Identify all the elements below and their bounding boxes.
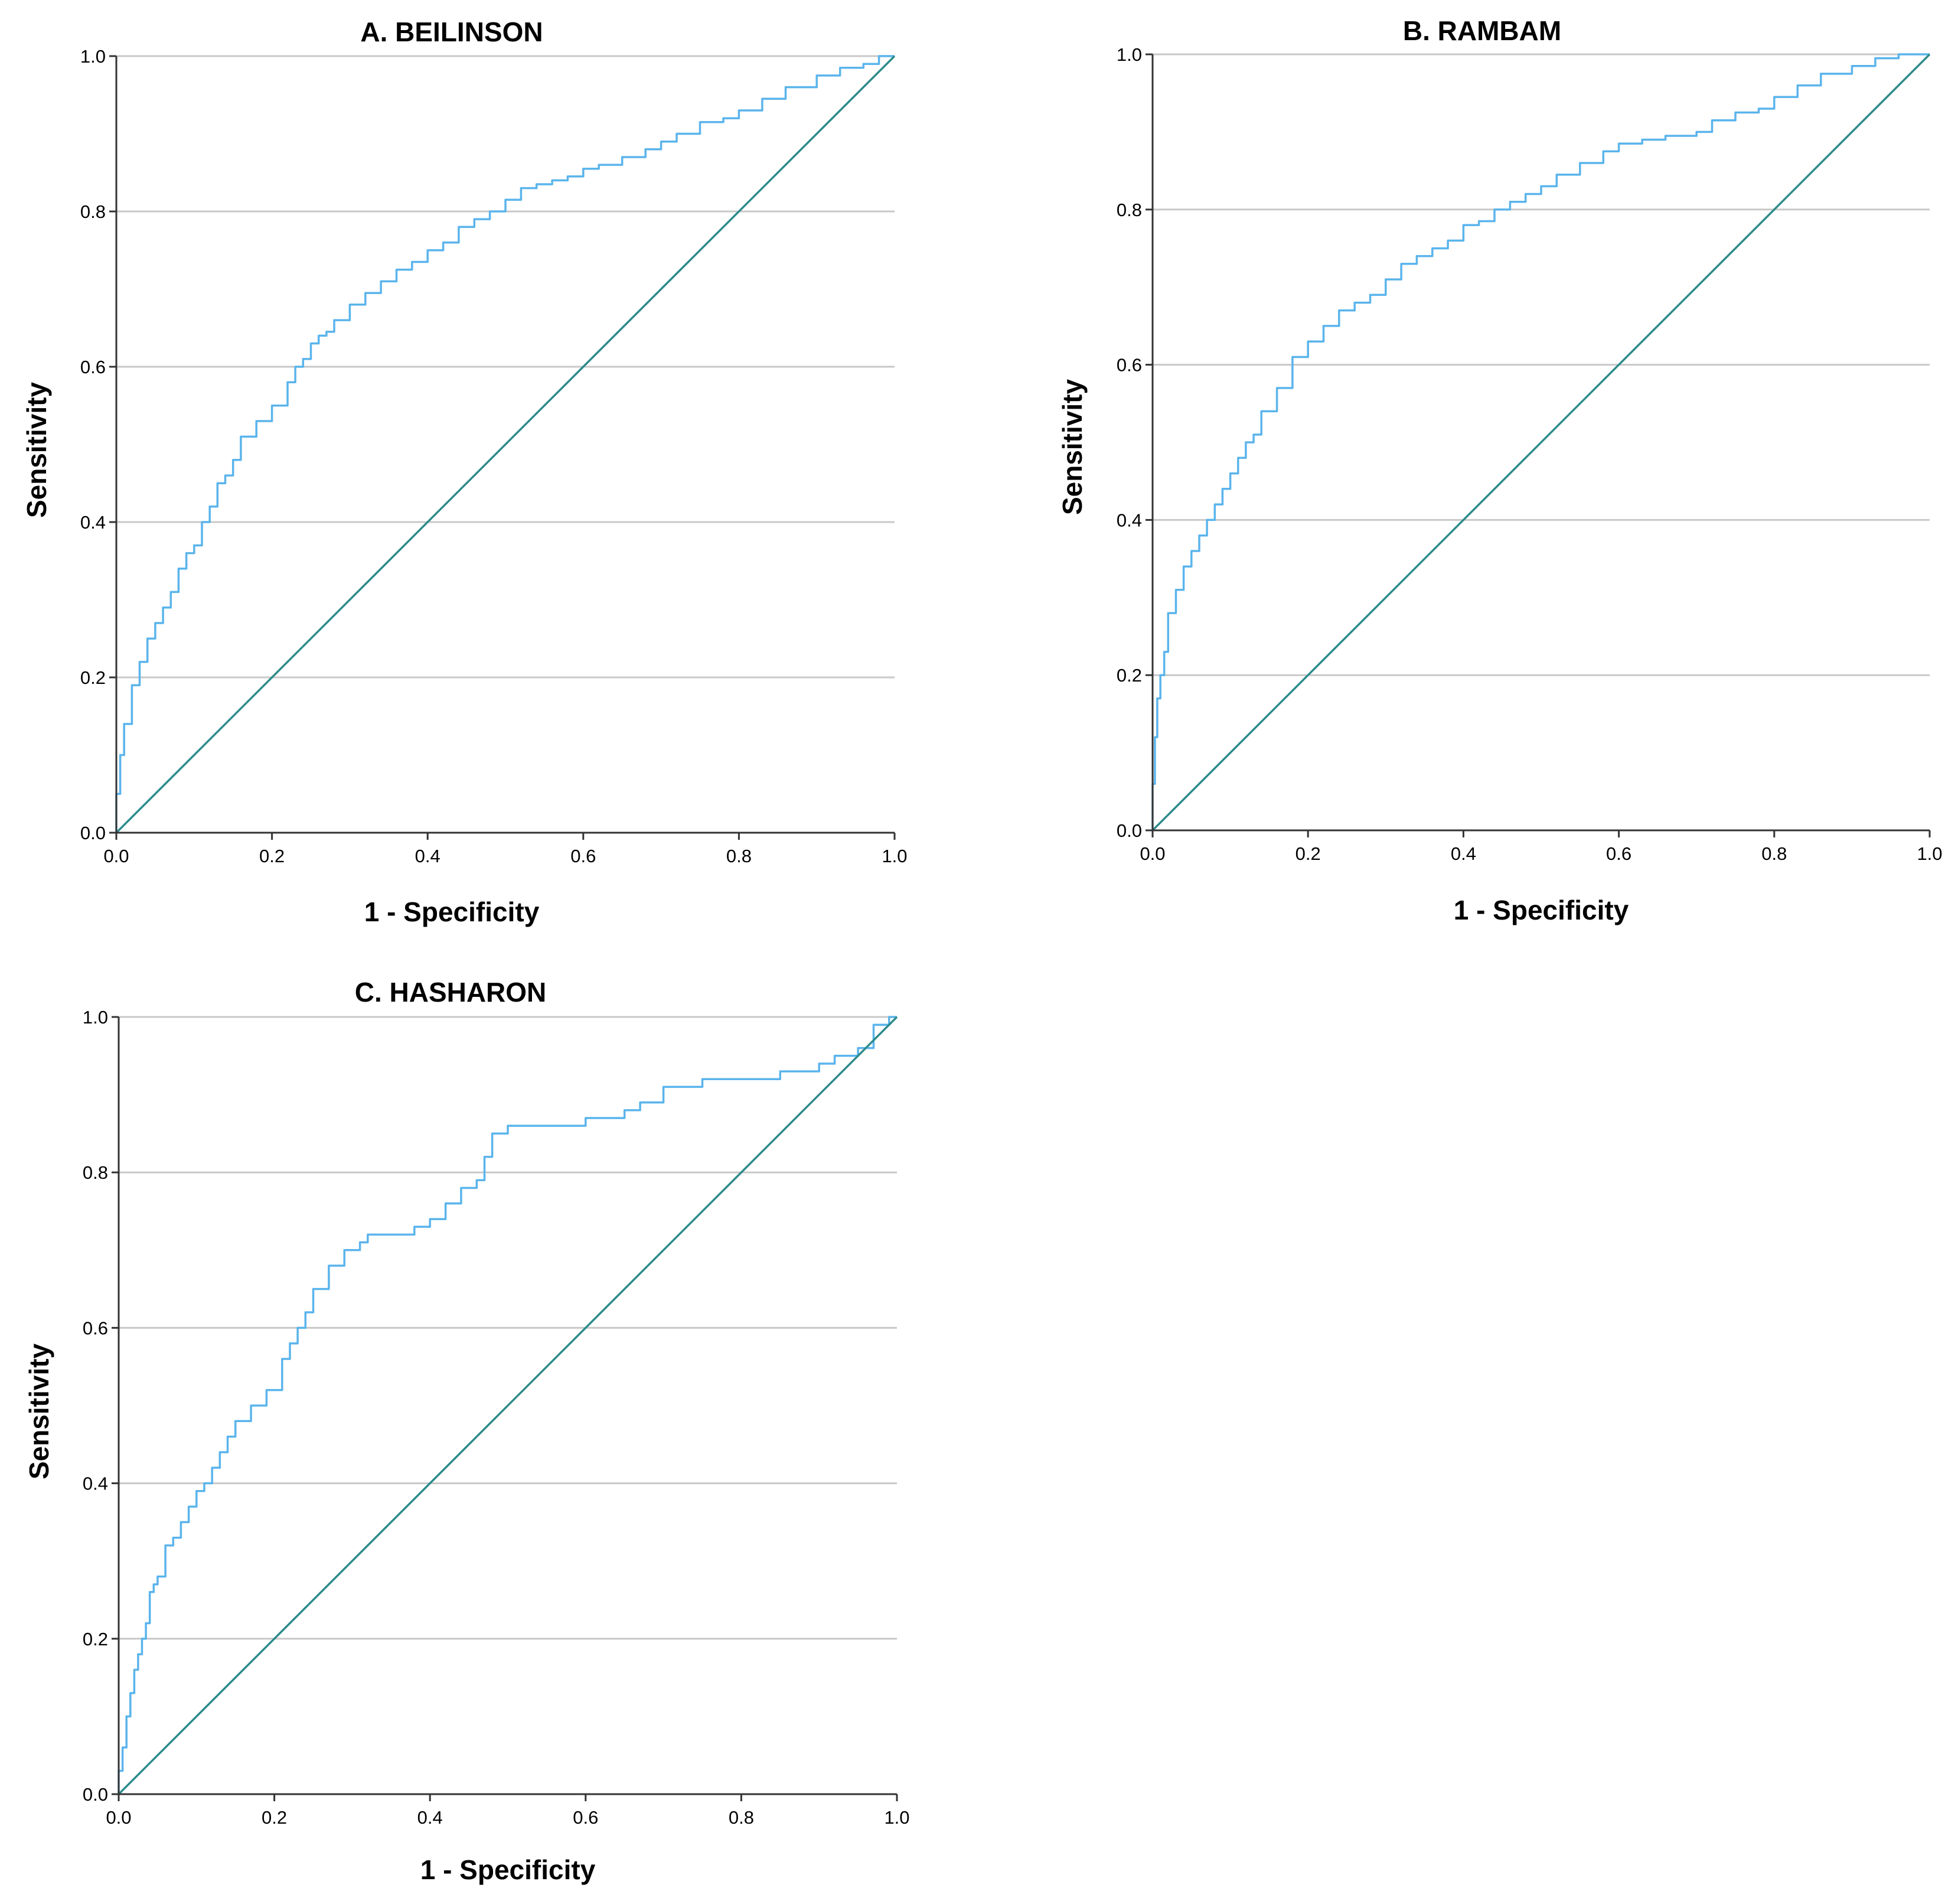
y-tick-label: 0.0 bbox=[1117, 820, 1142, 841]
y-axis-label: Sensitivity bbox=[1057, 379, 1088, 516]
x-tick-label: 0.4 bbox=[415, 846, 440, 866]
y-tick-label: 1.0 bbox=[80, 46, 106, 67]
y-tick-label: 0.6 bbox=[1117, 355, 1142, 376]
x-tick-labels: 0.0 0.2 0.4 0.6 0.8 1.0 bbox=[1140, 843, 1942, 864]
series-layer bbox=[118, 1016, 898, 1795]
y-tick-label: 0.4 bbox=[1117, 510, 1142, 530]
y-tick-label: 1.0 bbox=[1117, 44, 1142, 65]
x-tick-label: 0.8 bbox=[1761, 843, 1787, 864]
x-tick-label: 0.6 bbox=[570, 846, 596, 866]
x-axis-label: 1 - Specificity bbox=[420, 1854, 596, 1885]
x-tick-label: 0.4 bbox=[417, 1807, 443, 1828]
y-tick-label: 0.6 bbox=[80, 357, 106, 377]
y-tick-label: 0.8 bbox=[1117, 200, 1142, 220]
y-tick-label: 0.0 bbox=[80, 823, 106, 843]
reference-diagonal-line bbox=[115, 55, 896, 834]
x-tick-label: 1.0 bbox=[884, 1807, 909, 1828]
axes bbox=[109, 55, 896, 840]
x-tick-label: 0.0 bbox=[1140, 843, 1165, 864]
roc-curve-line bbox=[118, 1016, 897, 1794]
chart-panel-beilinson: A. BEILINSON 0.0 0.2 0.4 0.6 0.8 1.0 0.0… bbox=[21, 17, 908, 927]
x-tick-label: 0.4 bbox=[1451, 843, 1476, 864]
y-tick-label: 0.0 bbox=[83, 1784, 108, 1805]
grid-lines bbox=[119, 1016, 897, 1640]
y-tick-label: 0.2 bbox=[83, 1629, 108, 1649]
y-axis-label: Sensitivity bbox=[24, 1344, 54, 1480]
x-tick-label: 0.0 bbox=[103, 846, 129, 866]
chart-panel-hasharon: C. HASHARON 0.0 0.2 0.4 0.6 0.8 1.0 0.0 … bbox=[24, 977, 910, 1885]
x-tick-label: 0.6 bbox=[573, 1807, 598, 1828]
grid-lines bbox=[116, 55, 895, 679]
x-tick-label: 0.2 bbox=[259, 846, 285, 866]
y-tick-label: 0.8 bbox=[83, 1162, 108, 1183]
y-tick-label: 0.8 bbox=[80, 201, 106, 222]
x-tick-label: 1.0 bbox=[882, 846, 907, 866]
series-layer bbox=[115, 55, 896, 834]
chart-title: C. HASHARON bbox=[355, 977, 547, 1008]
x-tick-label: 0.2 bbox=[1295, 843, 1321, 864]
axes bbox=[112, 1016, 898, 1801]
y-tick-label: 0.2 bbox=[1117, 665, 1142, 686]
y-tick-labels: 0.0 0.2 0.4 0.6 0.8 1.0 bbox=[80, 46, 106, 843]
x-tick-label: 0.2 bbox=[262, 1807, 287, 1828]
x-axis-label: 1 - Specificity bbox=[1454, 895, 1629, 925]
x-axis-label: 1 - Specificity bbox=[364, 896, 540, 927]
chart-title: B. RAMBAM bbox=[1403, 15, 1561, 46]
grid-lines bbox=[1153, 53, 1930, 676]
x-tick-label: 0.8 bbox=[726, 846, 752, 866]
x-tick-label: 1.0 bbox=[1917, 843, 1942, 864]
reference-diagonal-line bbox=[118, 1016, 898, 1795]
y-axis-label: Sensitivity bbox=[21, 382, 52, 519]
y-tick-label: 0.6 bbox=[83, 1318, 108, 1338]
x-tick-labels: 0.0 0.2 0.4 0.6 0.8 1.0 bbox=[103, 846, 907, 866]
x-tick-label: 0.0 bbox=[106, 1807, 131, 1828]
y-tick-labels: 0.0 0.2 0.4 0.6 0.8 1.0 bbox=[83, 1007, 108, 1805]
y-tick-label: 0.2 bbox=[80, 667, 106, 688]
roc-curve-line bbox=[115, 55, 895, 833]
chart-panel-rambam: B. RAMBAM 0.0 0.2 0.4 0.6 0.8 1.0 0.0 0.… bbox=[1057, 15, 1943, 925]
x-tick-label: 0.6 bbox=[1606, 843, 1631, 864]
roc-curve-line bbox=[1151, 53, 1930, 830]
y-tick-labels: 0.0 0.2 0.4 0.6 0.8 1.0 bbox=[1117, 44, 1142, 841]
x-tick-label: 0.8 bbox=[729, 1807, 754, 1828]
y-tick-label: 0.4 bbox=[80, 512, 106, 533]
axes bbox=[1146, 53, 1931, 837]
chart-title: A. BEILINSON bbox=[360, 17, 543, 47]
x-tick-labels: 0.0 0.2 0.4 0.6 0.8 1.0 bbox=[106, 1807, 909, 1828]
series-layer bbox=[1151, 53, 1931, 832]
y-tick-label: 0.4 bbox=[83, 1473, 108, 1494]
y-tick-label: 1.0 bbox=[83, 1007, 108, 1028]
reference-diagonal-line bbox=[1151, 53, 1931, 832]
